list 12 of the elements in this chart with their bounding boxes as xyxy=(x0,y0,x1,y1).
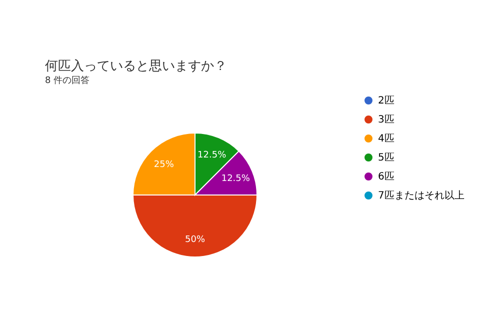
legend-label: 6匹 xyxy=(378,172,394,182)
data-label: 12.5% xyxy=(198,150,227,160)
legend-label: 4匹 xyxy=(378,134,394,144)
data-label: 50% xyxy=(184,235,206,245)
chart-subtitle: 8 件の回答 xyxy=(45,75,90,86)
legend-label: 3匹 xyxy=(378,114,394,126)
data-label: 25% xyxy=(154,160,174,170)
legend-label: 5匹 xyxy=(378,152,394,164)
data-label: 12.5% xyxy=(221,174,250,184)
legend-label: 2匹 xyxy=(378,96,394,106)
chart-title: 何匹入っていると思いますか？ xyxy=(45,59,227,74)
legend-label: 7匹またはそれ以上 xyxy=(378,190,464,202)
